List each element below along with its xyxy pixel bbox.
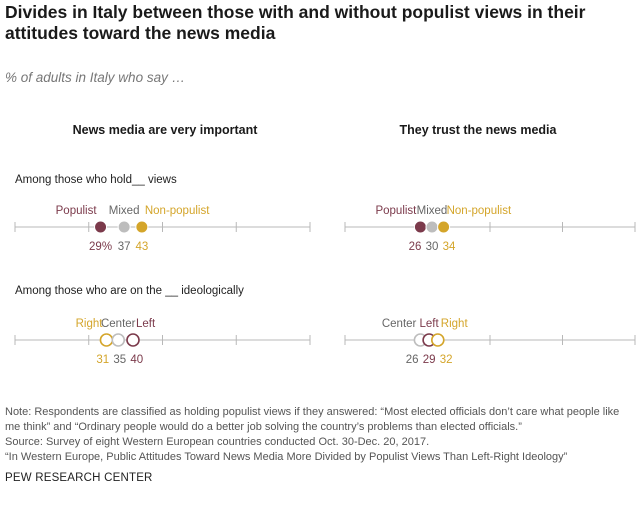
series-label-importance-ideology-left: Left — [136, 318, 156, 330]
value-label-trust-populist-non-populist: 34 — [443, 241, 456, 253]
note-definition: Note: Respondents are classified as hold… — [5, 406, 620, 433]
series-label-importance-populist-populist: Populist — [56, 205, 98, 217]
value-label-importance-populist-non-populist: 43 — [135, 241, 148, 253]
value-label-importance-ideology-center: 35 — [113, 354, 126, 366]
dot-trust-populist-non-populist — [437, 220, 451, 234]
value-label-trust-ideology-right: 32 — [440, 354, 453, 366]
value-label-importance-ideology-left: 40 — [130, 354, 143, 366]
row-label-ideology: Among those who are on the __ ideologica… — [15, 285, 244, 297]
dot-importance-populist-populist — [94, 220, 108, 234]
chart-subtitle: % of adults in Italy who say … — [5, 70, 186, 85]
chart-title: Divides in Italy between those with and … — [5, 2, 586, 43]
dot-importance-ideology-right — [99, 333, 114, 347]
panel-title-importance: News media are very important — [72, 123, 258, 137]
series-label-importance-ideology-center: Center — [101, 318, 136, 330]
dot-trust-populist-populist — [413, 220, 427, 234]
value-label-importance-ideology-right: 31 — [96, 354, 109, 366]
panel-title-trust: They trust the news media — [399, 123, 557, 137]
source-note: Source: Survey of eight Western European… — [5, 436, 430, 448]
value-label-importance-populist-mixed: 37 — [118, 241, 131, 253]
dot-importance-populist-non-populist — [135, 220, 149, 234]
row-label-populist: Among those who hold__ views — [15, 174, 177, 186]
pew-credit: PEW RESEARCH CENTER — [5, 472, 153, 484]
dot-importance-ideology-left — [126, 333, 140, 347]
dot-trust-populist-mixed — [425, 220, 439, 234]
value-label-trust-ideology-left: 29 — [423, 354, 436, 366]
dot-trust-ideology-right — [430, 333, 445, 347]
series-label-trust-ideology-right: Right — [441, 318, 469, 330]
series-label-trust-populist-non-populist: Non-populist — [447, 205, 512, 217]
series-label-trust-populist-populist: Populist — [375, 205, 417, 217]
report-title-note: “In Western Europe, Public Attitudes Tow… — [5, 451, 568, 463]
series-label-trust-ideology-center: Center — [382, 318, 417, 330]
series-label-trust-ideology-left: Left — [420, 318, 440, 330]
dot-importance-populist-mixed — [117, 220, 131, 234]
chart-notes: Note: Respondents are classified as hold… — [5, 405, 635, 465]
series-label-importance-populist-non-populist: Non-populist — [145, 205, 210, 217]
value-label-trust-populist-populist: 26 — [409, 241, 422, 253]
value-label-importance-populist-populist: 29% — [89, 241, 112, 253]
value-label-trust-populist-mixed: 30 — [426, 241, 439, 253]
value-label-trust-ideology-center: 26 — [406, 354, 419, 366]
series-label-trust-populist-mixed: Mixed — [417, 205, 448, 217]
series-label-importance-populist-mixed: Mixed — [109, 205, 140, 217]
dot-importance-ideology-center — [111, 333, 126, 347]
series-label-importance-ideology-right: Right — [76, 318, 104, 330]
